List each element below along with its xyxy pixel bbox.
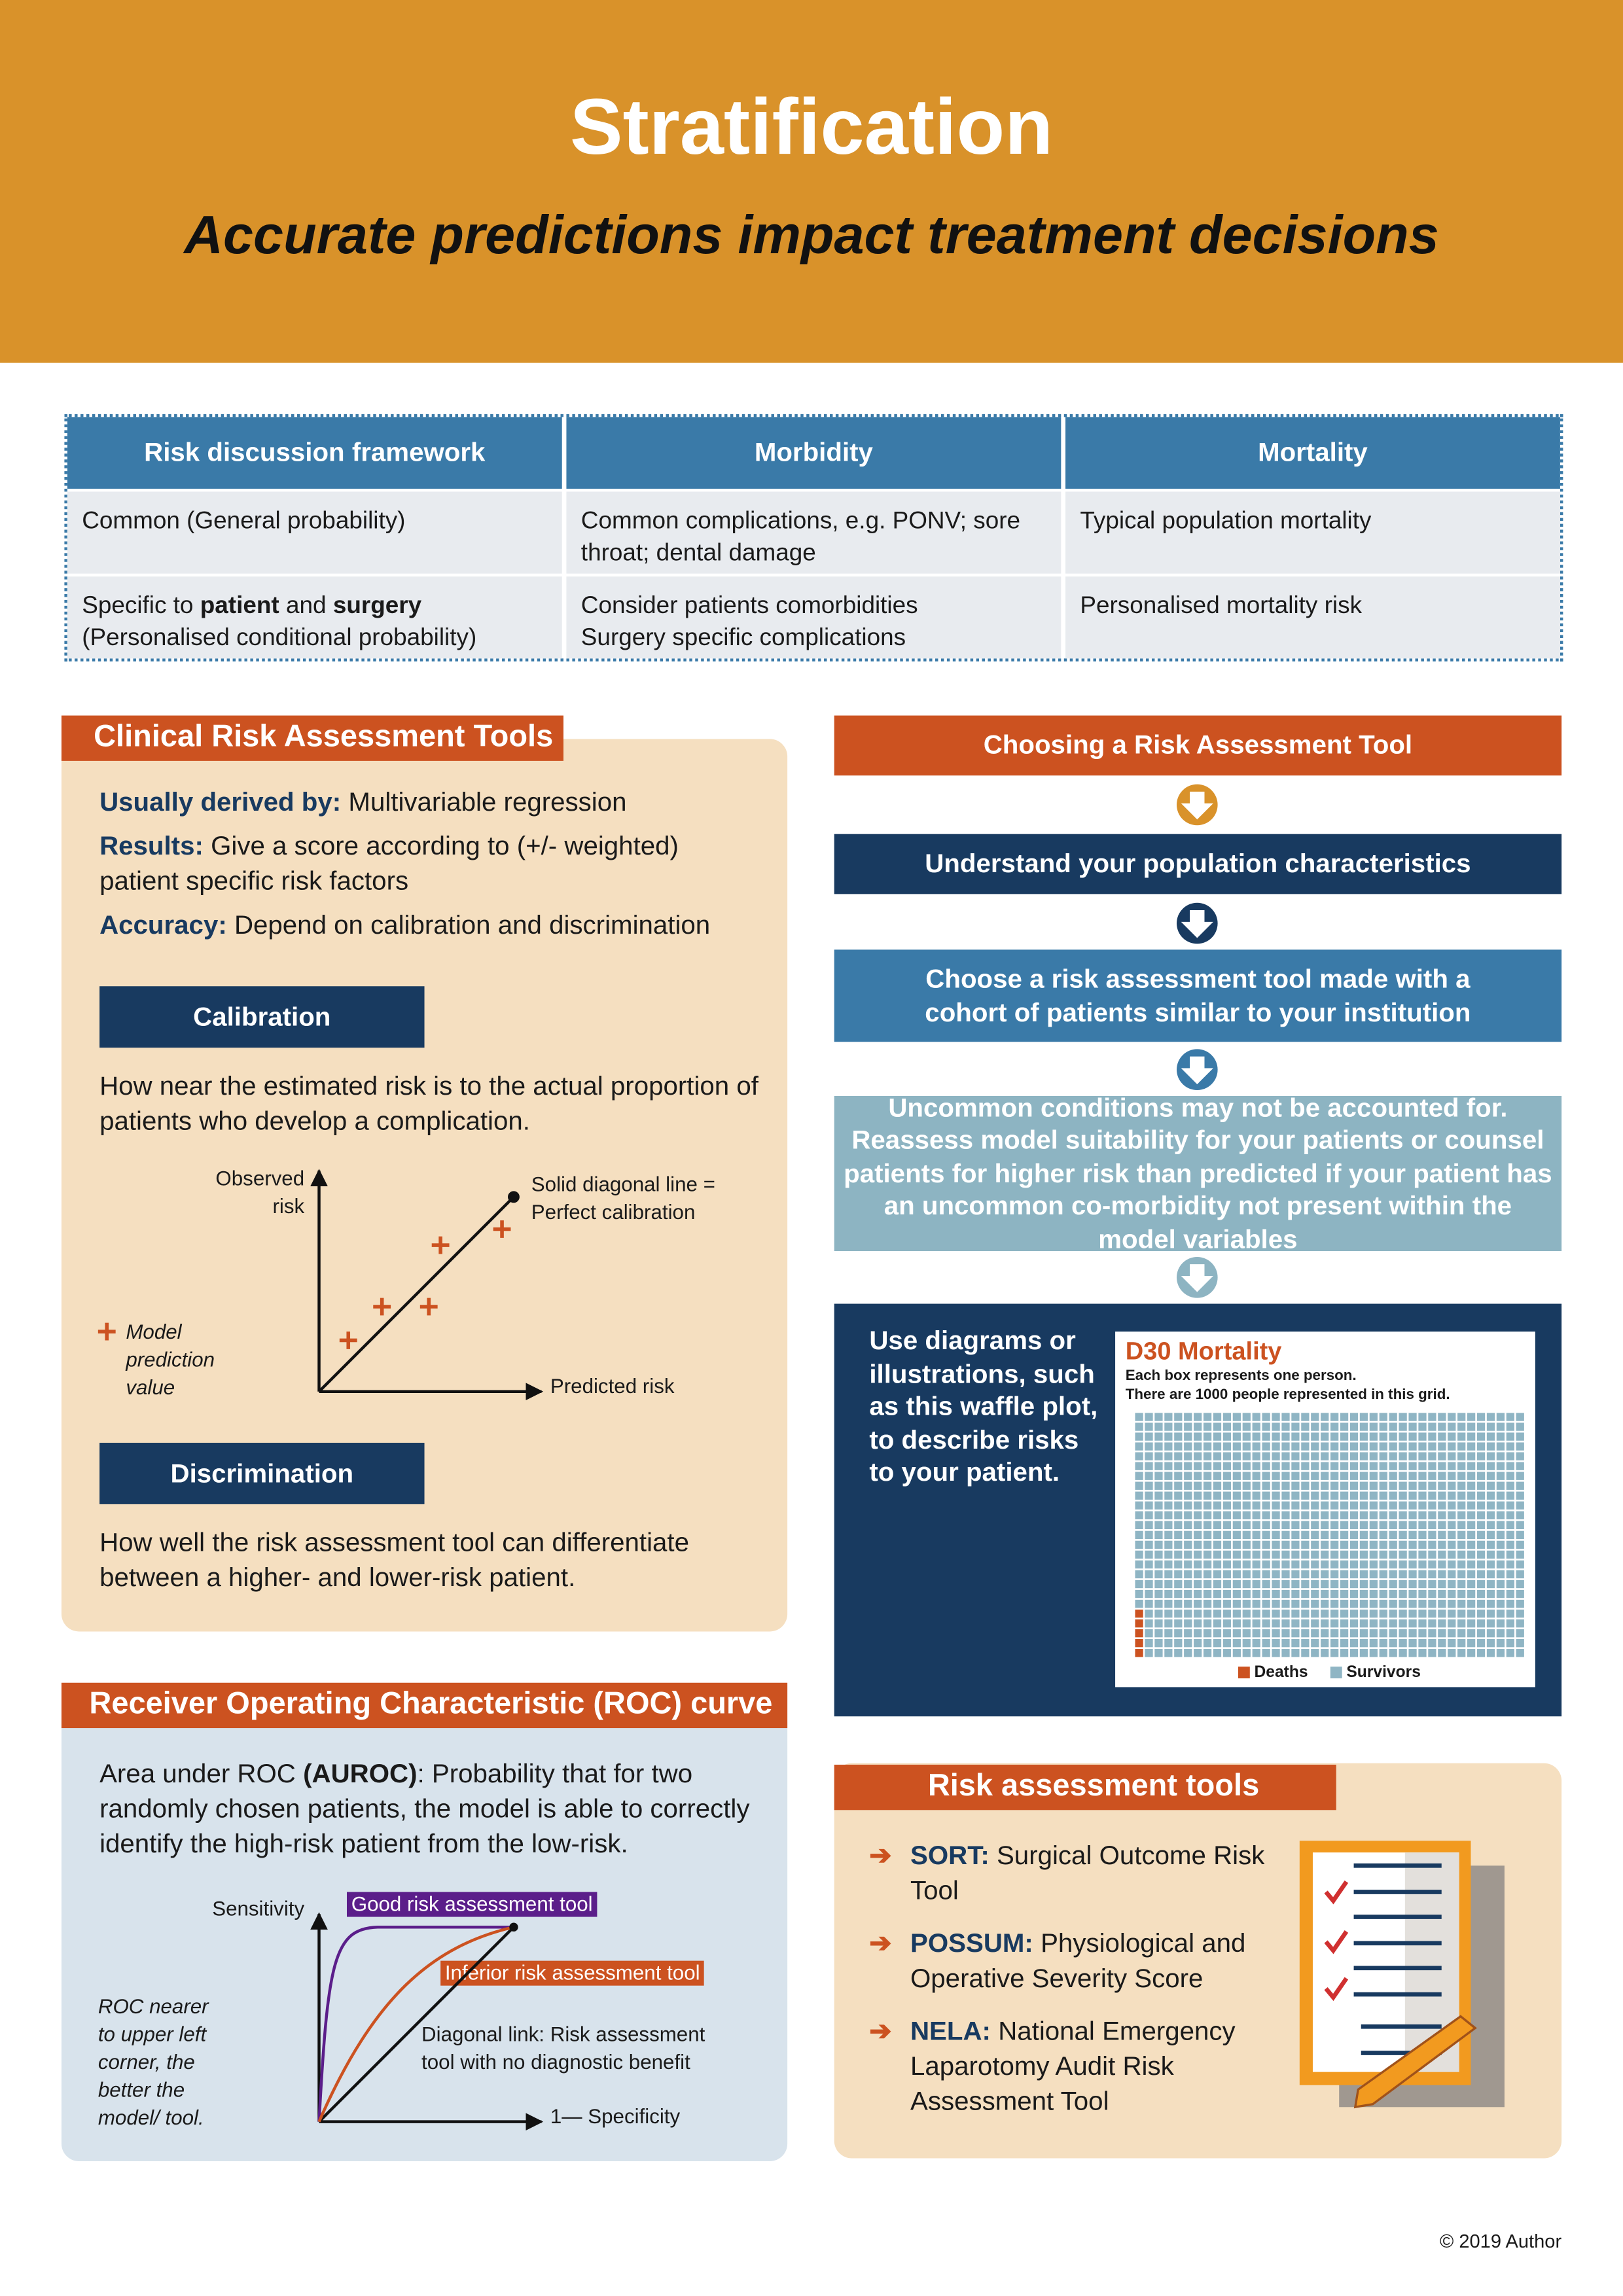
tool-name: Surgical Outcome Risk Tool [910,1841,1265,1905]
item: Accuracy: Depend on calibration and disc… [99,908,773,943]
tool-item: ➔ SORT: Surgical Outcome Risk Tool [869,1838,1272,1908]
table [64,414,1563,662]
section-title: Receiver Operating Characteristic (ROC) … [61,1682,788,1729]
table-header: Risk discussion framework [67,417,562,489]
subtitle: Accurate predictions impact treatment de… [184,205,1439,265]
bullet: ➔ [869,2016,892,2046]
text: and [285,592,327,619]
annotation: Solid diagonal line = Perfect calibratio… [531,1172,715,1224]
tool-abbr: NELA: [910,2016,991,2046]
legend-label: Model prediction value [126,1320,215,1399]
text: : Probability that for two randomly chos… [99,1759,750,1859]
table-cell: Personalised mortality risk [1065,576,1560,659]
tool-list: ➔ SORT: Surgical Outcome Risk Tool ➔ POSSU… [869,1838,1272,2119]
text: Consider patients comorbidities [580,592,918,619]
bold-text: surgery [332,592,422,619]
item-text: Give a score according to (+/- weighted)… [99,831,679,896]
curve-label: Good risk assessment tool [347,1892,597,1917]
item: Results: Give a score according to (+/- … [99,828,714,898]
title: Stratification [569,83,1054,171]
item-text: Multivariable regression [348,787,627,817]
bold-text: patient [200,592,279,619]
subheading: Discrimination [99,1442,425,1504]
item: Usually derived by: Multivariable regres… [99,785,773,820]
text: Specific to [82,592,194,619]
tool-item: ➔ NELA: National Emergency Laparotomy Aud… [869,2013,1272,2119]
bullet: ➔ [869,1841,892,1870]
item-label: Usually derived by: [99,787,342,817]
item-text: Depend on calibration and discrimination [234,910,711,940]
item-label: Accuracy: [99,910,227,940]
table-cell: Consider patients comorbidities Surgery s… [566,576,1061,659]
header: Stratification Accurate predictions impa… [0,0,1623,363]
tool-name: National Emergency Laparotomy Audit Risk… [910,2016,1236,2116]
flow-step: Choosing a Risk Assessment Tool [834,715,1562,776]
flow-step: Uncommon conditions may not be accounted… [834,1093,1562,1254]
item-list: Usually derived by: Multivariable regres… [99,785,773,943]
text: Area under ROC (AUROC): Probability that… [99,1756,776,1862]
legend-label: Deaths [1254,1663,1308,1682]
tool-name: Physiological and Operative Severity Sco… [910,1928,1246,1993]
curve-label: Inferior risk assessment tool [440,1960,705,1986]
tool-item: ➔ POSSUM: Physiological and Operative Sev… [869,1926,1272,1996]
flow-step: Choose a risk assessment tool made with … [834,949,1562,1042]
note: Each box represents one person. [1125,1368,1357,1385]
note: ROC nearer to upper left corner, the bet… [98,1994,209,2129]
table-cell: Typical population mortality [1065,491,1560,574]
section-title: Clinical Risk Assessment Tools [61,715,563,761]
item-label: Results: [99,831,204,860]
table-header: Morbidity [566,417,1061,489]
axis-label: Predicted risk [550,1373,675,1398]
text: Area under ROC [99,1759,296,1788]
text: Surgery specific complications [580,624,906,652]
table-header: Mortality [1065,417,1560,489]
footer: © 2019 Author [1439,2230,1562,2252]
text: Use diagrams or illustrations, such as t… [869,1326,1098,1487]
waffle-notes: Each box represents one person. There are… [1126,1367,1450,1405]
axis-label: Observed risk [215,1166,305,1218]
legend-label: Survivors [1346,1663,1421,1682]
flow-step: Understand your population characteristi… [834,834,1562,894]
bullet: ➔ [869,1928,892,1958]
text: How well the risk assessment tool can di… [99,1527,689,1593]
table-cell: Specific to patient and surgery (Persona… [67,576,562,659]
axis-label: 1— Specificity [550,2104,681,2128]
table-cell: Common complications, e.g. PONV; sore th… [566,491,1061,574]
tool-abbr: POSSUM: [910,1928,1033,1958]
tool-abbr: SORT: [910,1841,990,1870]
axis-label: Sensitivity [212,1896,305,1920]
subheading: Calibration [99,986,425,1048]
annotation: Diagonal link: Risk assessment tool with… [421,2022,705,2074]
bold-text: (AUROC) [303,1759,418,1788]
text: (Personalised conditional probability) [82,624,477,652]
text: How near the estimated risk is to the ac… [99,1070,758,1136]
waffle-title: D30 Mortality [1125,1337,1282,1366]
table-cell: Common (General probability) [67,491,562,574]
section-title: Risk assessment tools [834,1764,1336,1810]
note: There are 1000 people represented in thi… [1125,1387,1450,1404]
